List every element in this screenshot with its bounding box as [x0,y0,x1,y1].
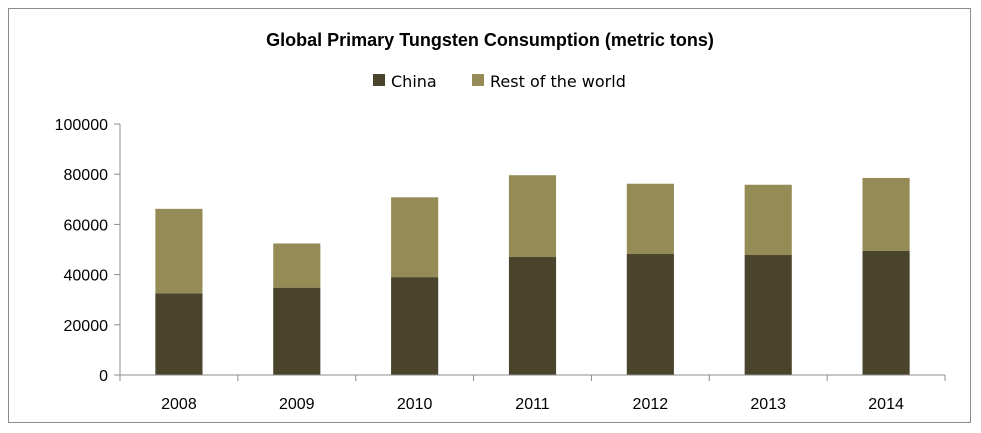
bar-china-2013 [744,255,792,375]
y-tick-label: 100000 [55,117,108,134]
x-tick-label: 2014 [868,396,904,413]
y-tick-label: 80000 [64,167,109,184]
legend-label-china: China [391,72,437,91]
bar-rest-of-world-2014 [862,177,910,251]
bar-rest-of-world-2012 [626,183,674,255]
x-tick-label: 2010 [397,396,433,413]
bar-china-2010 [391,277,439,375]
bar-china-2014 [862,250,910,375]
bar-china-2008 [155,293,203,375]
bars [155,175,910,375]
legend-swatch-china [373,74,385,86]
bar-rest-of-world-2010 [391,197,439,278]
x-tick-label: 2013 [750,396,786,413]
legend-swatch-rest-of-world [472,74,484,86]
y-tick-label: 20000 [64,318,109,335]
bar-china-2009 [273,287,321,375]
legend-label-rest-of-world: Rest of the world [490,72,626,91]
y-tick-label: 0 [99,368,108,385]
legend: China Rest of the world [373,72,626,91]
x-tick-label: 2009 [279,396,315,413]
bar-rest-of-world-2011 [508,175,557,258]
bar-rest-of-world-2013 [744,184,792,256]
y-tick-label: 60000 [64,217,109,234]
bar-rest-of-world-2008 [155,208,203,294]
x-tick-label: 2011 [515,396,550,413]
x-tick-label: 2012 [633,396,669,413]
bar-china-2012 [626,254,674,375]
bar-rest-of-world-2009 [273,243,321,288]
y-tick-label: 40000 [64,268,109,285]
x-axis: 2008 2009 2010 2011 2012 2013 2014 [119,374,946,413]
bar-china-2011 [508,257,557,375]
x-tick-label: 2008 [161,396,197,413]
y-axis: 0 20000 40000 60000 80000 100000 [55,117,121,385]
chart-title: Global Primary Tungsten Consumption (met… [266,30,714,50]
